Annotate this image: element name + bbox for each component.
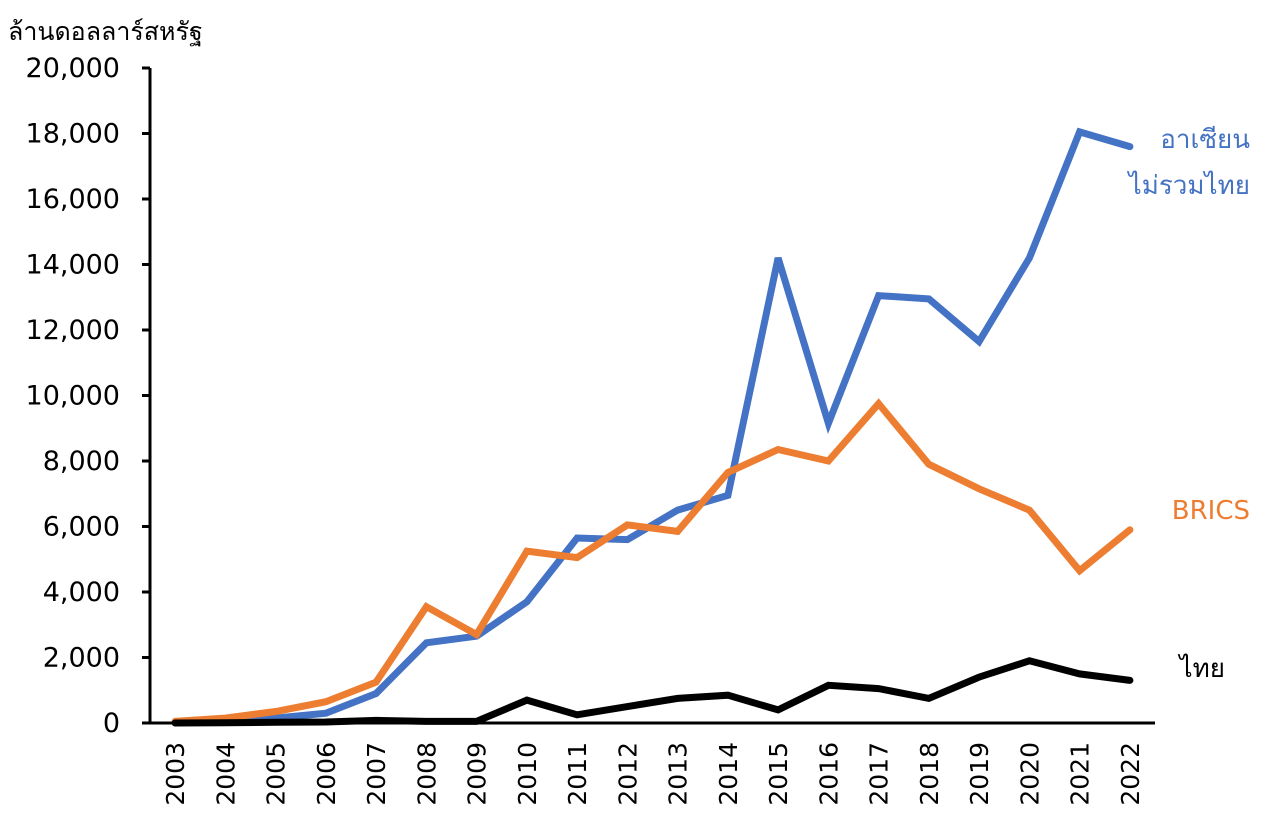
series-line-0 [171, 127, 1134, 726]
x-tick-label: 2009 [463, 742, 492, 806]
x-tick-label: 2010 [513, 742, 542, 806]
series-label-1: BRICS [1172, 496, 1250, 526]
x-tick-label: 2020 [1015, 742, 1044, 806]
y-tick-label: 0 [103, 708, 120, 739]
y-tick-label: 14,000 [26, 250, 120, 281]
x-tick-label: 2018 [915, 742, 944, 806]
x-tick-label: 2014 [714, 742, 743, 806]
series-line-1 [171, 398, 1134, 725]
x-tick-label: 2006 [312, 742, 341, 806]
y-tick-label: 12,000 [26, 315, 120, 346]
series-label-0: ไม่รวมไทย [1127, 170, 1250, 201]
x-axis-ticks: 2003 2004 2005 2006 2007 2008 2009 2010 2011 2012… [161, 742, 1145, 806]
y-tick-label: 4,000 [43, 577, 120, 608]
y-tick-label: 6,000 [43, 512, 120, 543]
x-tick-label: 2021 [1066, 742, 1095, 806]
x-tick-label: 2015 [764, 742, 793, 806]
x-tick-label: 2017 [865, 742, 894, 806]
x-tick-label: 2003 [161, 742, 190, 806]
x-tick-label: 2007 [362, 742, 391, 806]
series-label-2: ไทย [1178, 653, 1225, 684]
y-tick-label: 10,000 [26, 381, 120, 412]
y-tick-label: 8,000 [43, 446, 120, 477]
x-tick-label: 2019 [965, 742, 994, 806]
x-tick-label: 2008 [412, 742, 441, 806]
y-tick-label: 2,000 [43, 643, 120, 674]
series-lines [171, 127, 1134, 727]
y-axis-label: ล้านดอลลาร์สหรัฐ [8, 17, 203, 46]
x-tick-label: 2022 [1116, 742, 1145, 806]
x-tick-label: 2004 [211, 742, 240, 806]
x-tick-label: 2012 [613, 742, 642, 806]
x-tick-label: 2013 [664, 742, 693, 806]
y-tick-label: 18,000 [26, 119, 120, 150]
y-tick-label: 20,000 [26, 53, 120, 84]
y-tick-label: 16,000 [26, 184, 120, 215]
x-tick-label: 2011 [563, 742, 592, 806]
y-axis-ticks: 0 2,000 4,000 6,000 8,000 10,000 12,000 14,000 1… [26, 53, 150, 739]
x-tick-label: 2016 [814, 742, 843, 806]
x-tick-label: 2005 [262, 742, 291, 806]
series-label-0: อาเซียน [1160, 125, 1250, 155]
